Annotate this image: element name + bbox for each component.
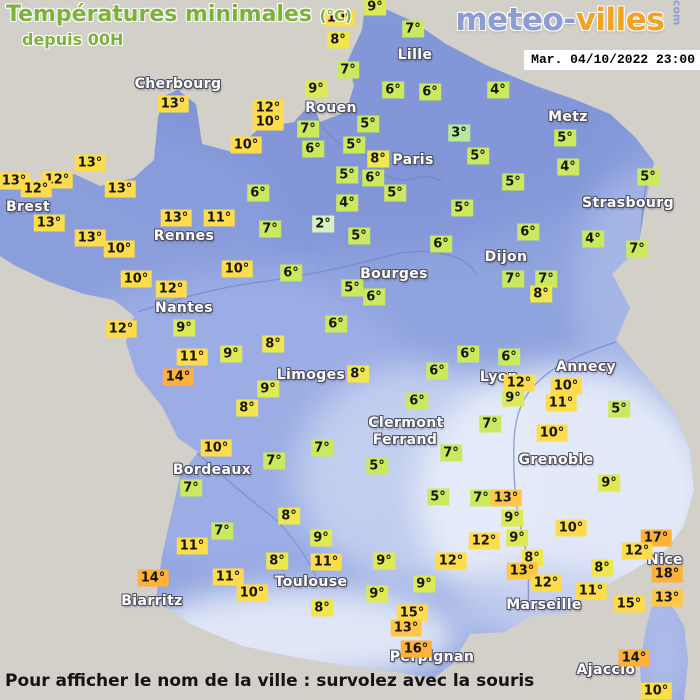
page-title: Températures minimales (°C) xyxy=(6,3,352,28)
page-subtitle: depuis 00H xyxy=(22,30,124,49)
datetime-badge: Mar. 04/10/2022 23:00 xyxy=(524,50,700,70)
title-text: Températures minimales xyxy=(6,2,312,27)
meteo-villes-logo[interactable]: meteo-villes .com xyxy=(455,0,692,38)
logo-com-suffix: .com xyxy=(670,0,684,26)
title-unit: (°C) xyxy=(319,7,352,25)
header: Températures minimales (°C) depuis 00H xyxy=(6,3,352,50)
footer-hint: Pour afficher le nom de la ville : survo… xyxy=(5,671,535,691)
logo-part-orange: villes xyxy=(575,2,665,38)
logo-part-blue: meteo- xyxy=(455,2,576,38)
